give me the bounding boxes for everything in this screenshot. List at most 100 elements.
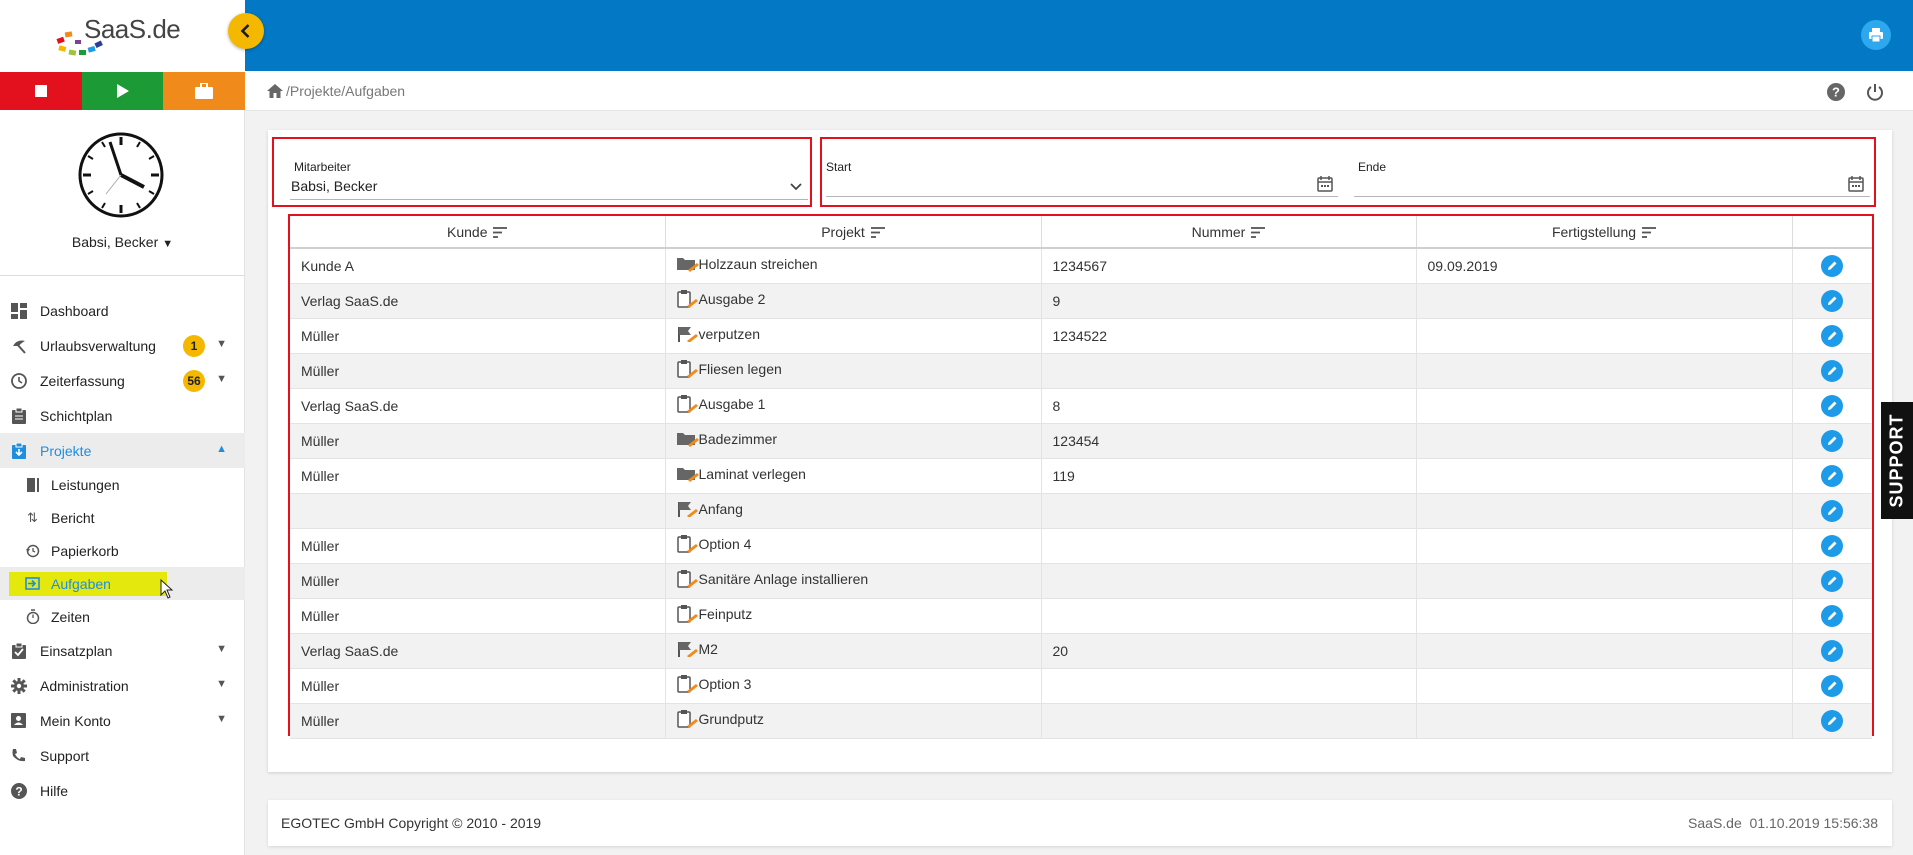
sort-icon[interactable] [1642,227,1657,239]
table-row[interactable]: Müller Feinputz [290,598,1872,634]
pencil-icon [1828,296,1837,305]
column-header-kunde[interactable]: Kunde [290,216,666,249]
breadcrumb-path[interactable]: /Projekte/Aufgaben [286,83,406,99]
edit-button[interactable] [1821,639,1844,662]
nav-item-urlaubsverwaltung[interactable]: Urlaubsverwaltung 1 ▼ [0,328,245,363]
assignment-check-icon [10,642,27,659]
cell-actions [1792,458,1872,494]
edit-button[interactable] [1821,534,1844,557]
calendar-icon[interactable] [1848,176,1864,192]
edit-button[interactable] [1821,604,1844,627]
breadcrumb: /Projekte/Aufgaben [267,83,405,99]
sort-icon[interactable] [870,227,885,239]
edit-button[interactable] [1821,359,1844,382]
sort-icon[interactable] [493,227,508,239]
table-row[interactable]: Müller verputzen 1234522 [290,318,1872,354]
table-row[interactable]: Anfang [290,493,1872,529]
logo[interactable]: SaaS.de [0,0,245,72]
calendar-icon[interactable] [1317,176,1333,192]
stop-timer-button[interactable] [0,72,82,110]
project-name[interactable]: Feinputz [698,606,753,623]
edit-button[interactable] [1821,499,1844,522]
cell-nummer [1041,563,1417,599]
table-row[interactable]: Kunde A Holzzaun streichen 1234567 09.09.20… [290,248,1872,284]
nav-subitem-leistungen[interactable]: Leistungen [0,468,245,501]
nav-item-dashboard[interactable]: Dashboard [0,293,245,328]
start-date-input[interactable] [826,174,1338,196]
start-timer-button[interactable] [81,72,164,110]
nav-item-schichtplan[interactable]: Schichtplan [0,398,245,433]
employee-select-value[interactable]: Babsi, Becker [291,178,378,194]
nav-item-hilfe[interactable]: ? Hilfe [0,773,245,808]
project-name[interactable]: Option 4 [698,536,752,553]
table-row[interactable]: Müller Option 3 [290,668,1872,704]
edit-button[interactable] [1821,429,1844,452]
cell-projekt: Option 3 [665,668,1042,704]
sort-icon[interactable] [1251,227,1266,239]
project-name[interactable]: Sanitäre Anlage installieren [698,571,869,588]
gear-icon [10,677,27,694]
cell-fertigstellung [1416,388,1793,424]
cell-kunde: Verlag SaaS.de [290,388,666,424]
project-name[interactable]: Holzzaun streichen [698,256,818,273]
table-row[interactable]: Müller Badezimmer 123454 [290,423,1872,459]
project-name[interactable]: Option 3 [698,676,752,693]
cell-kunde: Müller [290,668,666,704]
edit-button[interactable] [1821,254,1844,277]
business-trip-button[interactable] [163,72,246,110]
project-name[interactable]: Badezimmer [698,431,778,448]
project-name[interactable]: Fliesen legen [698,361,782,378]
print-button[interactable] [1861,20,1891,50]
header-label: Projekt [821,223,865,240]
project-name[interactable]: Anfang [698,501,743,518]
edit-button[interactable] [1821,324,1844,347]
nav-item-support[interactable]: Support [0,738,245,773]
table-row[interactable]: Verlag SaaS.de Ausgabe 1 8 [290,388,1872,424]
edit-button[interactable] [1821,674,1844,697]
home-icon[interactable] [267,84,283,98]
nav-subitem-zeiten[interactable]: Zeiten [0,600,245,633]
edit-button[interactable] [1821,394,1844,417]
user-selector[interactable]: Babsi, Becker ▼ [0,234,245,250]
nav-item-zeiterfassung[interactable]: Zeiterfassung 56 ▼ [0,363,245,398]
table-row[interactable]: Verlag SaaS.de Ausgabe 2 9 [290,283,1872,319]
end-date-input[interactable] [1354,174,1866,196]
edit-button[interactable] [1821,709,1844,732]
input-arrow-icon [25,576,40,591]
table-row[interactable]: Müller Grundputz [290,703,1872,739]
project-name[interactable]: Ausgabe 2 [698,291,766,308]
project-name[interactable]: M2 [698,641,718,658]
table-row[interactable]: Müller Option 4 [290,528,1872,564]
nav-item-projekte[interactable]: Projekte ▲ [0,433,245,468]
nav-item-mein-konto[interactable]: Mein Konto ▼ [0,703,245,738]
project-clipboard-icon [10,442,27,459]
nav-subitem-bericht[interactable]: ⇅ Bericht [0,501,245,534]
collapse-sidebar-button[interactable] [228,13,264,49]
project-name[interactable]: Grundputz [698,711,764,728]
edit-button[interactable] [1821,464,1844,487]
table-row[interactable]: Müller Laminat verlegen 119 [290,458,1872,494]
project-name[interactable]: verputzen [698,326,760,343]
table-row[interactable]: Verlag SaaS.de M2 20 [290,633,1872,669]
column-header-projekt[interactable]: Projekt [665,216,1042,249]
edit-button[interactable] [1821,569,1844,592]
cell-nummer: 1234567 [1041,248,1417,284]
chevron-down-icon[interactable] [790,183,802,191]
project-name[interactable]: Laminat verlegen [698,466,806,483]
nav-item-einsatzplan[interactable]: Einsatzplan ▼ [0,633,245,668]
cell-actions [1792,598,1872,634]
nav-item-administration[interactable]: Administration ▼ [0,668,245,703]
column-header-nummer[interactable]: Nummer [1041,216,1417,249]
support-tab[interactable]: SUPPORT [1881,402,1913,519]
nav-subitem-papierkorb[interactable]: Papierkorb [0,534,245,567]
help-icon[interactable]: ? [1827,83,1845,101]
nav-subitem-aufgaben[interactable]: Aufgaben [0,567,245,600]
edit-button[interactable] [1821,289,1844,312]
footer: EGOTEC GmbH Copyright © 2010 - 2019 SaaS… [268,800,1892,846]
column-header-fertigstellung[interactable]: Fertigstellung [1416,216,1793,249]
table-row[interactable]: Müller Fliesen legen [290,353,1872,389]
power-icon[interactable] [1865,82,1885,102]
project-name[interactable]: Ausgabe 1 [698,396,766,413]
table-row[interactable]: Müller Sanitäre Anlage installieren [290,563,1872,599]
start-date-label: Start [826,160,852,174]
